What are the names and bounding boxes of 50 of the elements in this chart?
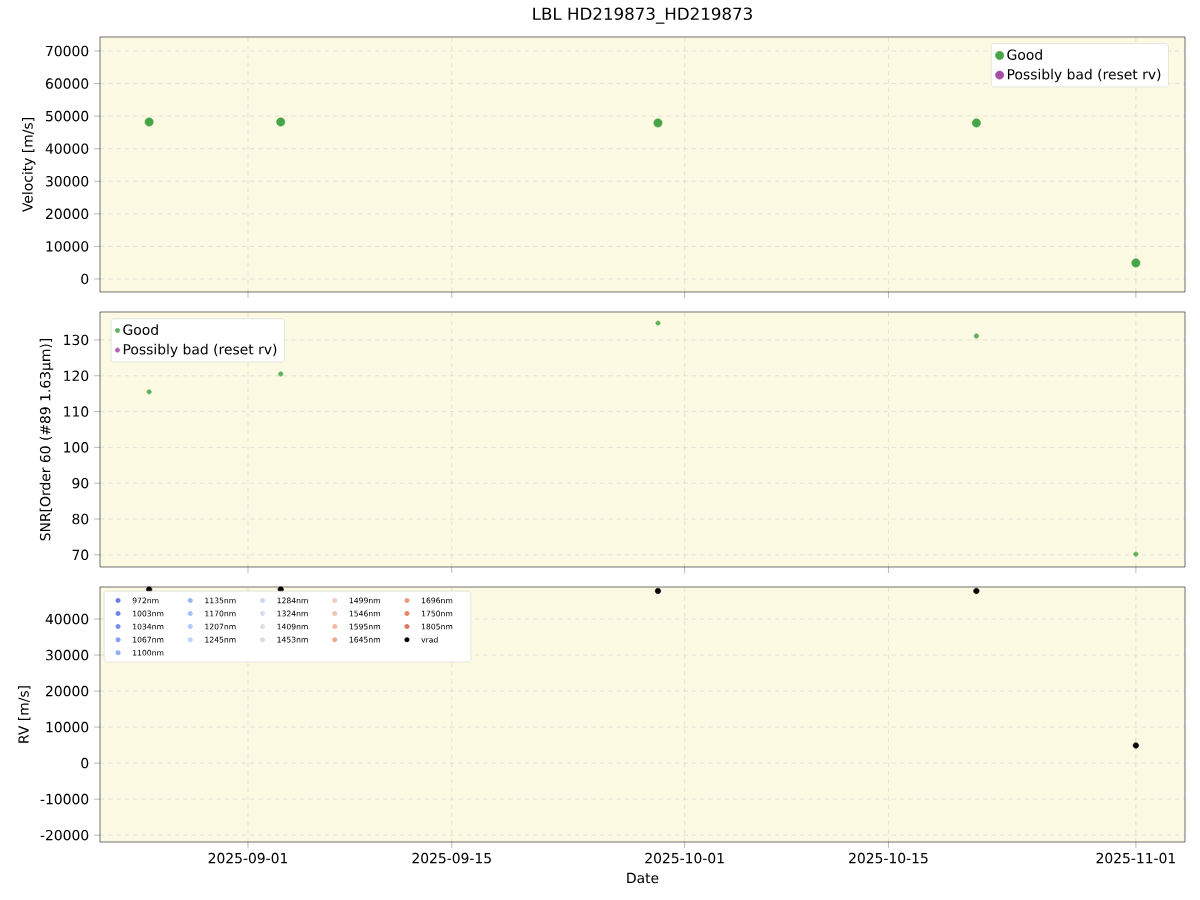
x-tick-label: 2025-10-15 <box>849 852 928 864</box>
x-tick-label: 2025-09-01 <box>208 852 288 864</box>
y-tick-label: 0 <box>81 757 89 769</box>
point <box>971 118 981 128</box>
x-axis-title: Date <box>627 872 659 884</box>
point <box>1132 742 1139 749</box>
point <box>278 371 284 377</box>
point <box>146 389 152 395</box>
point <box>973 587 980 595</box>
y-tick-label: 0 <box>81 273 89 285</box>
y-tick-label: 20000 <box>46 208 89 220</box>
y-tick-label: -10000 <box>40 793 89 805</box>
x-tick-label: 2025-11-01 <box>1096 852 1175 864</box>
y-tick-label: 40000 <box>45 613 89 625</box>
point <box>1133 551 1139 557</box>
legend-label: Possibly bad (reset rv) <box>123 343 277 358</box>
y-tick-label: 60000 <box>45 78 89 89</box>
y-tick-label: 30000 <box>46 649 89 661</box>
y-tick-label: 10000 <box>46 241 89 252</box>
y-tick-label: 70000 <box>46 45 89 57</box>
x-tick-label: 2025-09-15 <box>412 852 491 864</box>
y-tick-label: 130 <box>64 334 89 346</box>
y-tick-label: 70 <box>72 549 89 561</box>
y-tick-label: 20000 <box>46 685 89 697</box>
y-tick-label: 90 <box>72 477 89 489</box>
y-tick-label: 10000 <box>46 721 89 733</box>
y-tick-label: 120 <box>64 370 89 381</box>
y-tick-label: 30000 <box>46 176 89 187</box>
point <box>144 117 154 127</box>
point <box>973 333 979 339</box>
point <box>655 320 661 326</box>
y-tick-label: 40000 <box>45 143 89 154</box>
y-tick-label: 80 <box>72 513 89 525</box>
y-axis-title: Velocity [m/s] <box>22 118 36 212</box>
y-tick-label: 50000 <box>46 110 89 122</box>
legend-label: Good <box>123 324 158 335</box>
point <box>1131 258 1141 268</box>
point <box>654 587 662 595</box>
legend-label: Good <box>1007 49 1042 60</box>
chart-title: LBL HD219873_HD219873 <box>533 7 752 24</box>
y-tick-label: 110 <box>64 406 89 417</box>
y-tick-label: 100 <box>64 442 89 453</box>
legend-label: Possibly bad (reset rv) <box>1007 68 1161 83</box>
point <box>146 586 153 593</box>
point <box>653 118 663 128</box>
y-tick-label: -20000 <box>40 829 89 841</box>
y-axis-title: RV [m/s] <box>18 686 31 743</box>
point <box>276 117 286 127</box>
x-tick-label: 2025-10-01 <box>645 852 724 864</box>
y-axis-title: SNR[Order 60 (#89 1.63µm)] <box>39 338 54 541</box>
